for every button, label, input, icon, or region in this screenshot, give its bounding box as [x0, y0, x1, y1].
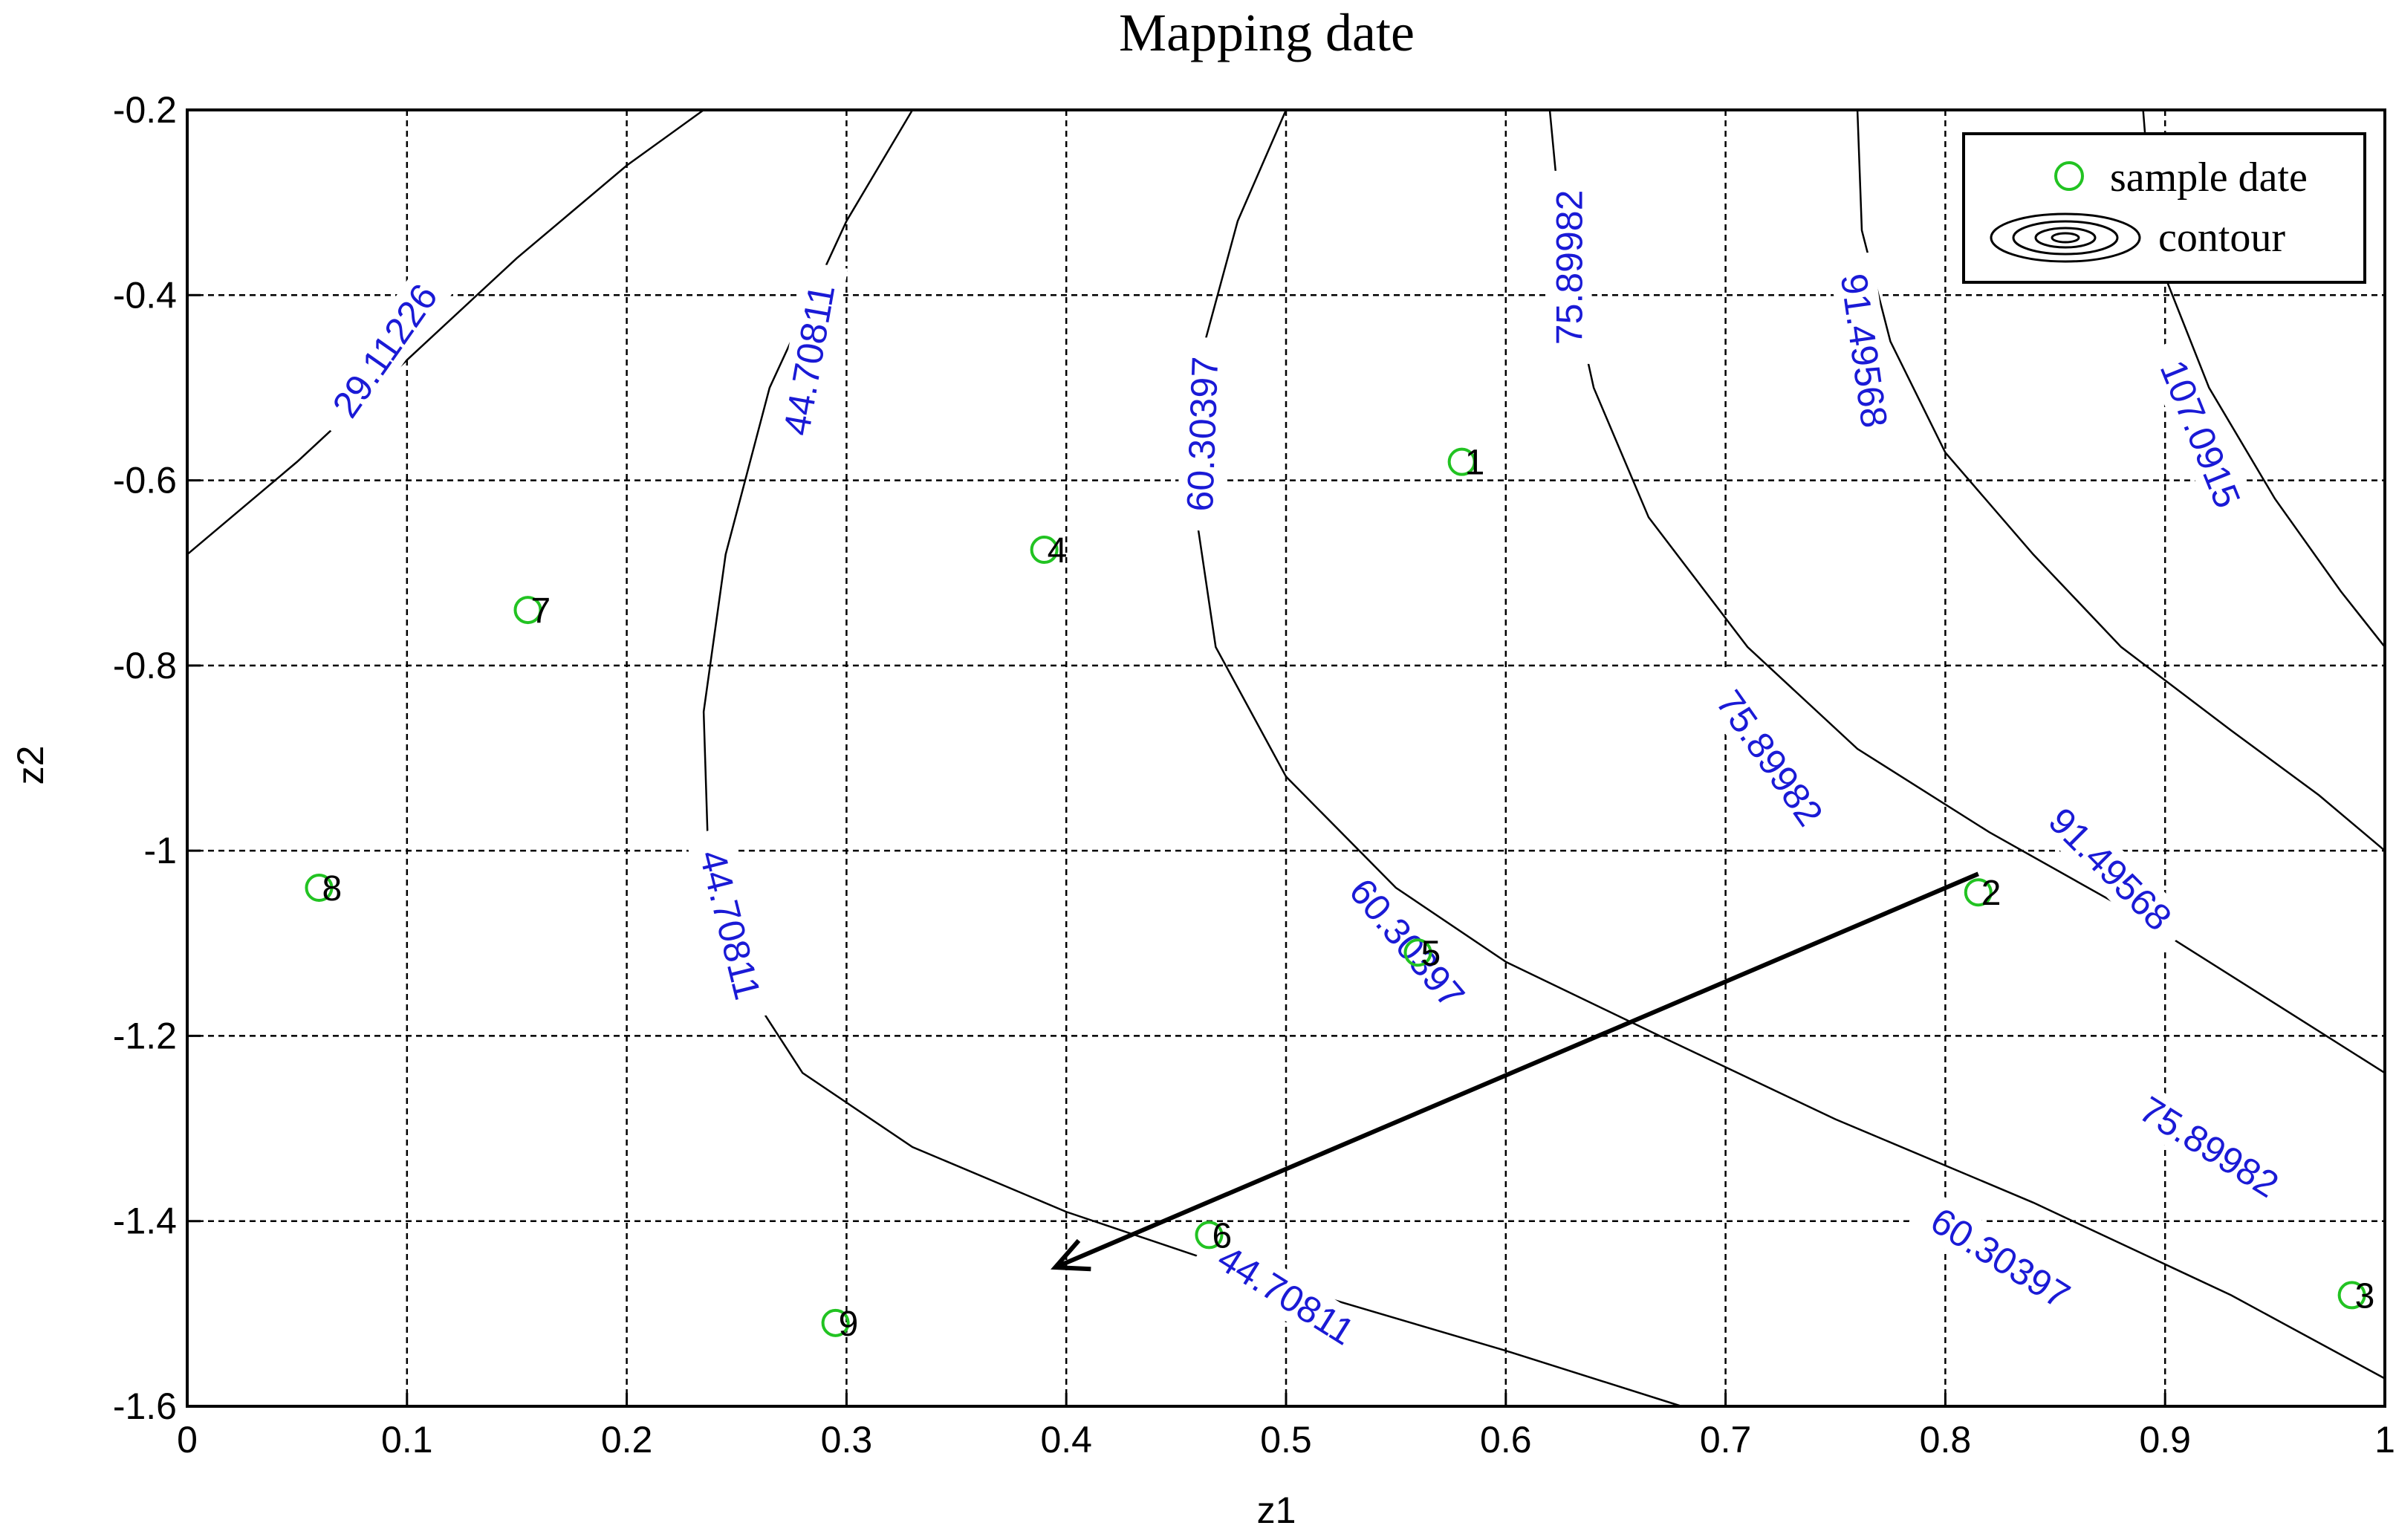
y-tick-label: -1.4	[113, 1201, 177, 1242]
contour-label-gap	[2143, 336, 2258, 533]
legend-box	[1962, 132, 2366, 284]
sample-point-label: 7	[530, 591, 551, 631]
y-tick-label: -1	[144, 830, 177, 871]
grid	[187, 110, 2385, 1406]
x-tick-label: 0.6	[1480, 1419, 1532, 1461]
x-axis-label: z1	[1257, 1489, 1296, 1531]
sample-points: 1 2 3 4 5 6 7 8 9	[305, 444, 2375, 1344]
x-tick-label: 0.1	[381, 1419, 433, 1461]
sample-point-label: 4	[1048, 531, 1068, 571]
y-tick-label: -1.6	[113, 1385, 177, 1427]
contour-label-gap	[1828, 252, 1900, 449]
sample-point	[513, 596, 542, 625]
y-tick-label: -0.6	[113, 460, 177, 501]
contour-label-gap	[1547, 170, 1592, 364]
sample-point-label: 8	[322, 869, 342, 909]
contour-label-gap	[311, 259, 459, 443]
x-tick-label: 0	[177, 1419, 198, 1461]
contour-label-gap	[1192, 1225, 1380, 1365]
arrow-shaft	[1054, 871, 1979, 1270]
sample-point	[1403, 938, 1432, 967]
x-tick-label: 1	[2374, 1419, 2395, 1461]
x-tick-label: 0.4	[1040, 1419, 1092, 1461]
contour-line	[186, 108, 704, 556]
contour-label-gap	[2026, 784, 2195, 954]
legend-contour-icon	[1990, 212, 2141, 263]
contour-label-text: 44.70811	[692, 846, 769, 1004]
contour-level-label: 29.11226	[311, 259, 459, 443]
contour-line	[702, 109, 1682, 1408]
x-tick-label: 0.5	[1260, 1419, 1312, 1461]
contour-label-text: 44.70811	[776, 282, 843, 438]
contour-label-gap	[1328, 854, 1487, 1032]
contour-label-text: 91.49568	[2041, 800, 2180, 939]
sample-point	[1030, 536, 1059, 565]
contour-label-text: 60.30397	[1923, 1200, 2077, 1317]
contour-level-label: 91.49568	[2026, 784, 2195, 954]
contour-label-text: 60.30397	[1179, 356, 1226, 512]
x-tick-label: 0.9	[2139, 1419, 2191, 1461]
y-tick-label: -0.4	[113, 274, 177, 316]
contour-level-label: 75.89982	[1695, 666, 1843, 851]
y-tick-label: -0.8	[113, 645, 177, 686]
contour-label-gap	[1695, 666, 1843, 851]
sample-point	[1964, 878, 1993, 907]
sample-point	[821, 1308, 850, 1337]
contour-level-label: 44.70811	[685, 825, 776, 1024]
x-tick-label: 0.2	[601, 1419, 653, 1461]
sample-point	[1447, 447, 1476, 476]
x-tick-label: 0.7	[1700, 1419, 1752, 1461]
arrow-head	[1051, 1238, 1091, 1272]
sample-point-label: 9	[839, 1305, 859, 1344]
contour-label-gap	[770, 261, 848, 459]
contour-label-text: 60.30397	[1341, 871, 1473, 1016]
contour-line	[1192, 109, 2386, 1380]
y-tick-label: -1.2	[113, 1015, 177, 1056]
sample-point	[305, 874, 334, 902]
sample-point-label: 5	[1421, 934, 1441, 973]
legend-contour-label: contour	[2158, 215, 2285, 261]
legend-sample-label: sample date	[2110, 155, 2308, 201]
contour-label-gap	[685, 825, 776, 1024]
contour-label-text: 75.89982	[2132, 1088, 2286, 1206]
legend: sample date contour	[1962, 132, 2366, 284]
sample-point	[1195, 1221, 1224, 1250]
legend-sample-marker	[2054, 161, 2084, 191]
x-tick-label: 0.8	[1920, 1419, 1972, 1461]
direction-arrow	[1051, 871, 1979, 1272]
sample-point-label: 2	[1981, 874, 2001, 913]
contour-level-label: 60.30397	[1328, 854, 1487, 1032]
contour-label-gap	[2115, 1076, 2303, 1218]
chart-title: Mapping date	[1119, 3, 1415, 62]
contour-level-label: 60.30397	[1177, 337, 1229, 532]
contour-level-label: 75.89982	[1547, 170, 1592, 364]
sample-point	[2337, 1281, 2366, 1310]
y-tick-label: -0.2	[113, 89, 177, 131]
contour-level-label: 60.30397	[1906, 1188, 2094, 1328]
axis-ticks: 0 0.1 0.2 0.3 0.4 0.5 0.6 0.7 0.8 0.9 1 -0.2 -0.4 -0.…	[113, 89, 2395, 1461]
y-axis-label: z2	[10, 746, 51, 785]
x-tick-label: 0.3	[821, 1419, 873, 1461]
contour-label-text: 75.89982	[1549, 190, 1591, 345]
contour-level-label: 75.89982	[2115, 1076, 2303, 1218]
contour-label-gap	[1906, 1188, 2094, 1328]
contour-label-gap	[1177, 337, 1229, 532]
sample-point-label: 1	[1465, 444, 1485, 483]
sample-point-label: 6	[1212, 1216, 1232, 1255]
contour-level-label: 91.49568	[1828, 252, 1900, 449]
contour-label-text: 29.11226	[325, 276, 446, 425]
sample-point-label: 3	[2355, 1276, 2375, 1316]
